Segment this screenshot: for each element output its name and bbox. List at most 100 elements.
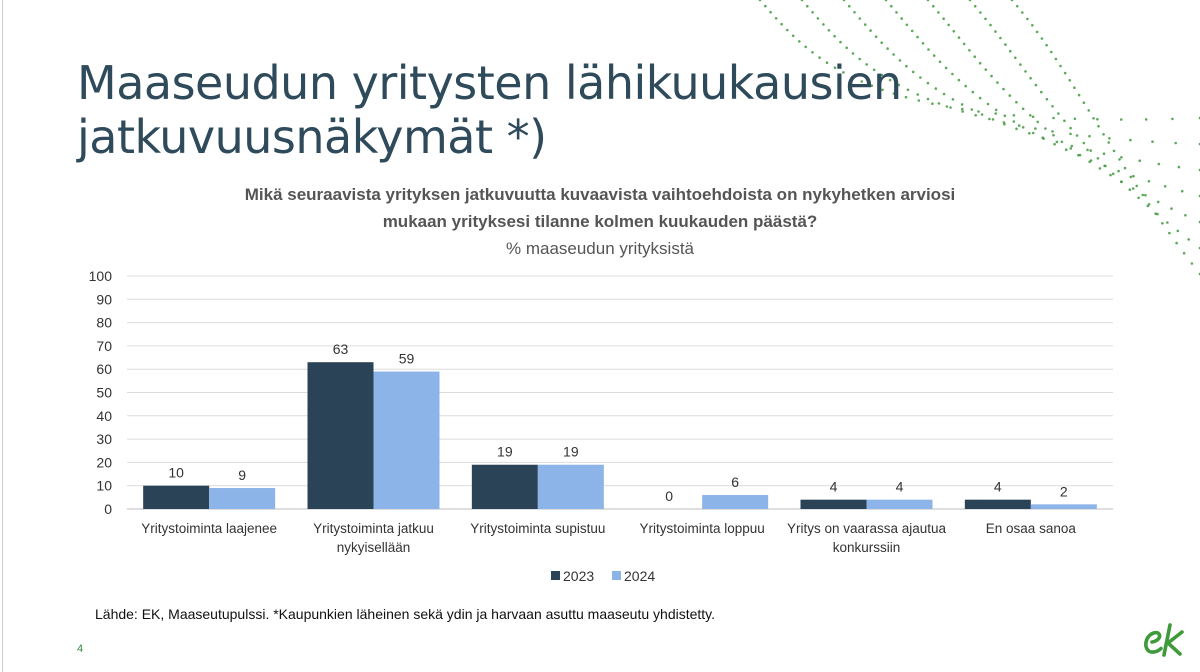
decoration-dot bbox=[1112, 149, 1116, 153]
decoration-dot bbox=[1055, 140, 1059, 144]
decoration-dot bbox=[1073, 86, 1076, 89]
decoration-dot bbox=[892, 92, 896, 95]
decoration-dot bbox=[927, 48, 930, 51]
decoration-dot bbox=[1077, 93, 1081, 97]
decoration-dot bbox=[1040, 37, 1044, 40]
decoration-dot bbox=[917, 99, 921, 102]
decoration-dot bbox=[897, 83, 901, 87]
decoration-dot bbox=[942, 17, 945, 21]
decoration-dot bbox=[1144, 193, 1147, 197]
decoration-dot bbox=[926, 81, 930, 85]
decoration-dot bbox=[932, 54, 936, 57]
decoration-dot bbox=[1180, 189, 1184, 193]
decoration-dot bbox=[916, 93, 919, 96]
decoration-dot bbox=[1088, 160, 1091, 164]
decoration-dot bbox=[1036, 120, 1039, 124]
legend-label-2023: 2023 bbox=[563, 568, 594, 584]
bar-2024 bbox=[1030, 504, 1097, 509]
decoration-dot bbox=[1045, 97, 1049, 101]
decoration-dot bbox=[905, 64, 908, 68]
x-axis-labels: Yritystoiminta laajenee Yritystoiminta ja… bbox=[141, 521, 1076, 555]
decoration-dot bbox=[926, 0, 930, 2]
x-tick-label: konkurssiin bbox=[833, 540, 901, 555]
decoration-dot bbox=[780, 22, 783, 26]
decoration-dot bbox=[1190, 262, 1194, 265]
decoration-dot bbox=[845, 46, 848, 50]
data-label-2024: 9 bbox=[238, 467, 246, 483]
decoration-dot bbox=[1052, 116, 1055, 120]
decoration-dot bbox=[1082, 141, 1086, 145]
decoration-dot bbox=[1176, 229, 1180, 233]
decoration-dot bbox=[1097, 124, 1100, 128]
decoration-dot bbox=[970, 108, 974, 111]
x-tick-label: Yritystoiminta loppuu bbox=[640, 521, 765, 536]
decoration-dot bbox=[798, 40, 801, 43]
decoration-dot bbox=[1021, 107, 1025, 111]
decoration-dot bbox=[1104, 164, 1107, 168]
y-tick-label: 70 bbox=[96, 338, 112, 354]
decoration-dot bbox=[1024, 70, 1027, 73]
decoration-dot bbox=[957, 36, 961, 39]
chart-title-line-2: mukaan yrityksesi tilanne kolmen kuukaud… bbox=[383, 212, 818, 231]
decoration-dot bbox=[1012, 120, 1016, 123]
y-tick-label: 20 bbox=[96, 454, 112, 470]
decoration-dot bbox=[881, 88, 884, 92]
decoration-dot bbox=[905, 23, 909, 27]
decoration-dot bbox=[1015, 100, 1018, 104]
decoration-dot bbox=[758, 0, 762, 2]
y-tick-label: 0 bbox=[104, 501, 112, 517]
decoration-dot bbox=[931, 102, 934, 105]
decoration-dot bbox=[973, 55, 977, 58]
decoration-dot bbox=[1102, 152, 1106, 155]
decoration-dot bbox=[880, 41, 883, 44]
legend-swatch-2023 bbox=[551, 571, 560, 580]
decoration-dot bbox=[1102, 133, 1105, 136]
decoration-dot bbox=[906, 88, 910, 92]
decoration-dot bbox=[962, 42, 966, 46]
decoration-dot bbox=[811, 11, 814, 14]
decoration-dot bbox=[860, 80, 863, 83]
data-label-2023: 19 bbox=[497, 444, 513, 460]
decoration-dot bbox=[1138, 159, 1141, 162]
decoration-dot bbox=[870, 84, 874, 87]
decoration-dot bbox=[874, 35, 878, 38]
chart-title-line-1: Mikä seuraavista yrityksen jatkuvuutta k… bbox=[245, 185, 956, 204]
decoration-dot bbox=[1120, 180, 1123, 183]
decoration-dot bbox=[895, 11, 898, 14]
decoration-dot bbox=[1131, 187, 1135, 190]
decoration-dot bbox=[1040, 90, 1043, 94]
decoration-dot bbox=[994, 30, 997, 33]
decoration-dot bbox=[892, 53, 895, 56]
slide-left-border bbox=[2, 0, 3, 672]
decoration-dot bbox=[988, 117, 991, 121]
decoration-dot bbox=[964, 84, 967, 88]
decoration-dot bbox=[989, 23, 992, 27]
slide-title: Maaseudun yritysten lähikuukausien jatku… bbox=[77, 56, 977, 164]
decoration-dot bbox=[1177, 165, 1181, 169]
decoration-dot bbox=[952, 30, 956, 33]
decoration-dot bbox=[980, 113, 984, 116]
decoration-dot bbox=[818, 56, 821, 59]
data-label-2024: 4 bbox=[896, 479, 904, 495]
decoration-dot bbox=[978, 96, 982, 100]
decoration-dot bbox=[1078, 153, 1082, 157]
decoration-dot bbox=[1111, 172, 1115, 176]
data-label-2024: 59 bbox=[399, 351, 415, 367]
bar-2024 bbox=[866, 499, 933, 509]
decoration-dot bbox=[1026, 17, 1029, 21]
decoration-dot bbox=[971, 90, 975, 94]
decoration-dot bbox=[1073, 117, 1077, 121]
decoration-dot bbox=[1088, 134, 1091, 138]
decoration-dot bbox=[1144, 118, 1148, 121]
decoration-dot bbox=[974, 114, 977, 117]
decoration-dot bbox=[839, 40, 842, 44]
bar-2023 bbox=[964, 499, 1031, 509]
decoration-dot bbox=[1137, 196, 1140, 200]
chart-legend: 2023 2024 bbox=[551, 568, 655, 584]
decoration-dot bbox=[1017, 124, 1021, 127]
decoration-dot bbox=[1151, 140, 1154, 143]
decoration-dot bbox=[1010, 0, 1014, 2]
decoration-dot bbox=[1171, 117, 1174, 121]
bar-chart: Mikä seuraavista yrityksen jatkuvuutta k… bbox=[89, 185, 1113, 584]
data-label-2023: 10 bbox=[168, 465, 184, 481]
